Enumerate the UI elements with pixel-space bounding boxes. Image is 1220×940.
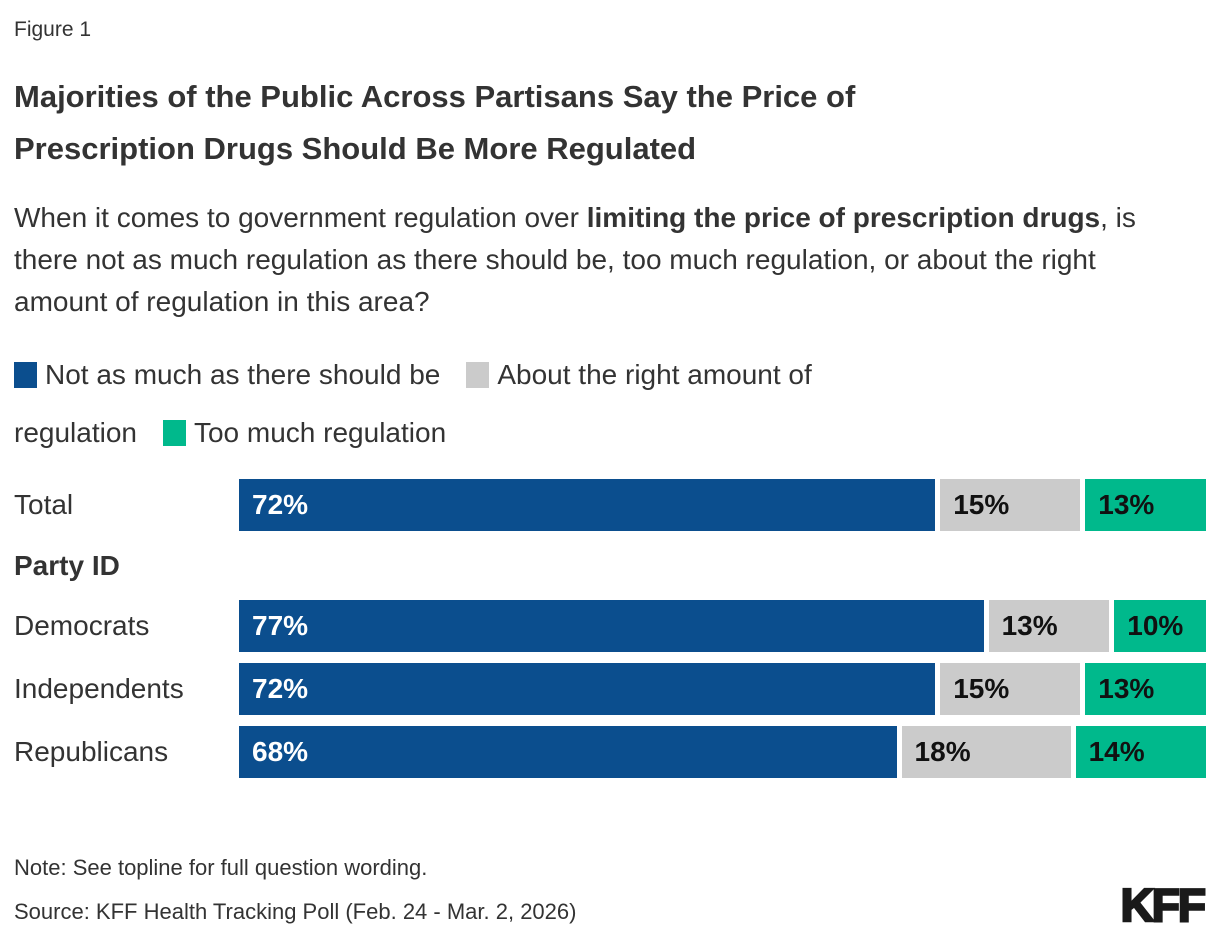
bar-segment: 77%	[239, 600, 984, 652]
bar-value-label: 13%	[1098, 489, 1155, 520]
row-label: Republicans	[14, 736, 169, 767]
bar-segment: 13%	[1080, 479, 1206, 531]
bar-segment: 15%	[935, 479, 1081, 531]
chart-row-independents: Independents 72% 15% 13%	[14, 663, 1206, 715]
bar-segment: 15%	[935, 663, 1081, 715]
question-post: , is there not as much regulation as the…	[14, 202, 1136, 317]
bar-segment: 14%	[1070, 726, 1206, 778]
legend-swatch-gray	[466, 362, 490, 388]
bar-track: 68% 18% 14%	[239, 726, 1206, 778]
note-text: Note: See topline for full question word…	[14, 855, 428, 880]
legend-swatch-blue	[14, 362, 37, 388]
row-label: Total	[14, 489, 74, 520]
bar-value-label: 72%	[252, 673, 309, 704]
legend-label: Too much regulation	[193, 417, 447, 448]
bar-segment: 10%	[1109, 600, 1206, 652]
question-pre: When it comes to government regulation o…	[14, 202, 587, 233]
bar-segment: 72%	[239, 479, 936, 531]
kff-logo: KFF	[1119, 878, 1207, 932]
bar-value-label: 13%	[1001, 610, 1058, 641]
bar-track: 72% 15% 13%	[239, 479, 1206, 531]
bar-segment: 18%	[896, 726, 1071, 778]
question-bold: limiting the price of prescription drugs	[586, 202, 1101, 233]
legend-item: regulation	[14, 417, 137, 449]
chart-question: When it comes to government regulation o…	[14, 197, 1164, 323]
figure-label: Figure 1	[14, 18, 92, 41]
bar-value-label: 72%	[252, 489, 309, 520]
bar-value-label: 68%	[252, 736, 309, 767]
bar-value-label: 18%	[914, 736, 971, 767]
bar-value-label: 77%	[252, 610, 309, 641]
legend-item: About the right amount of	[466, 359, 812, 391]
bar-segment: 68%	[239, 726, 897, 778]
source-text: Source: KFF Health Tracking Poll (Feb. 2…	[14, 899, 577, 924]
legend-line-2: regulation Too much regulation	[14, 411, 1206, 455]
bar-value-label: 14%	[1088, 736, 1145, 767]
legend-item: Not as much as there should be	[14, 359, 440, 391]
bar-segment: 72%	[239, 663, 936, 715]
bar-segment: 13%	[1080, 663, 1206, 715]
chart-row-total: Total 72% 15% 13%	[14, 479, 1206, 531]
chart-legend: Not as much as there should be About the …	[14, 353, 1206, 455]
legend-swatch-green	[162, 420, 186, 446]
chart-title: Majorities of the Public Across Partisan…	[14, 79, 856, 166]
legend-label: About the right amount of	[497, 359, 812, 390]
row-label: Democrats	[14, 610, 150, 641]
bar-value-label: 15%	[953, 673, 1010, 704]
bar-value-label: 15%	[953, 489, 1010, 520]
legend-label: regulation	[14, 417, 137, 448]
bar-track: 77% 13% 10%	[239, 600, 1206, 652]
chart-row-democrats: Democrats 77% 13% 10%	[14, 600, 1206, 652]
section-header-party-id: Party ID	[14, 550, 120, 581]
chart-row-republicans: Republicans 68% 18% 14%	[14, 726, 1206, 778]
bar-value-label: 10%	[1127, 610, 1184, 641]
legend-label: Not as much as there should be	[45, 359, 441, 390]
stacked-bar-chart: Total 72% 15% 13% Party ID Democrats 77% 13% 10%…	[14, 479, 1206, 778]
legend-line-1: Not as much as there should be About the …	[14, 353, 1206, 397]
bar-value-label: 13%	[1098, 673, 1155, 704]
legend-item: Too much regulation	[162, 417, 447, 449]
row-label: Independents	[14, 673, 184, 704]
bar-segment: 13%	[983, 600, 1110, 652]
bar-track: 72% 15% 13%	[239, 663, 1206, 715]
